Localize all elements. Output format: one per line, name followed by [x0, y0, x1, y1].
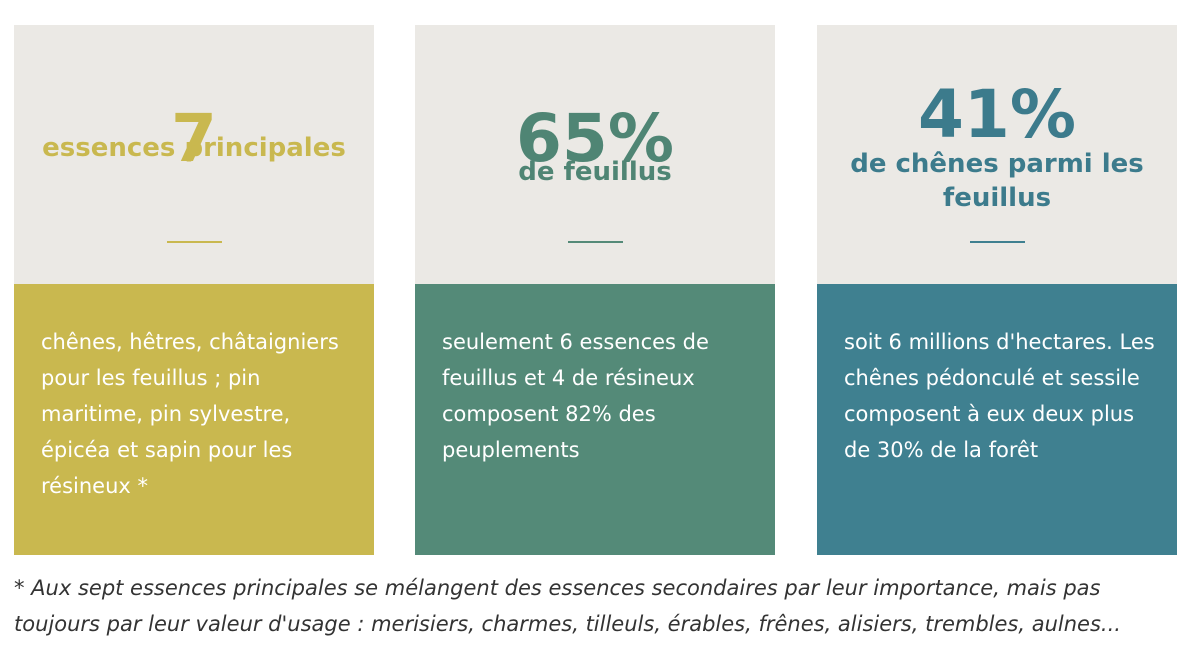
card-text: seulement 6 essences de feuillus et 4 de…	[442, 330, 709, 462]
card-body: chênes, hêtres, châtaigniers pour les fe…	[14, 284, 374, 555]
footnote: * Aux sept essences principales se mélan…	[14, 576, 1121, 636]
card-text: soit 6 millions d'hectares. Les chênes p…	[844, 330, 1155, 462]
card-body: soit 6 millions d'hectares. Les chênes p…	[817, 284, 1177, 555]
card-header: 41% de chênes parmi les feuillus	[817, 25, 1177, 296]
card-text: chênes, hêtres, châtaigniers pour les fe…	[41, 330, 339, 498]
card-header: 7 essences principales	[14, 25, 374, 296]
card-body: seulement 6 essences de feuillus et 4 de…	[415, 284, 775, 555]
stat-label: de feuillus	[518, 157, 672, 187]
stat-value: 41%	[918, 76, 1076, 153]
stat-label: essences principales	[42, 133, 346, 163]
card-header: 65% de feuillus	[415, 25, 775, 296]
divider	[167, 241, 222, 243]
stat-card: 41% de chênes parmi les feuillus soit 6 mi…	[817, 25, 1177, 555]
stat-card: 7 essences principales chênes, hêtres, châ…	[14, 25, 374, 555]
divider	[970, 241, 1025, 243]
stat-value: 7	[171, 100, 217, 177]
divider	[568, 241, 623, 243]
stat-label: de chênes parmi les feuillus	[850, 149, 1144, 213]
stat-card: 65% de feuillus seulement 6 essences de fe…	[415, 25, 775, 555]
stat-value: 65%	[516, 100, 674, 177]
